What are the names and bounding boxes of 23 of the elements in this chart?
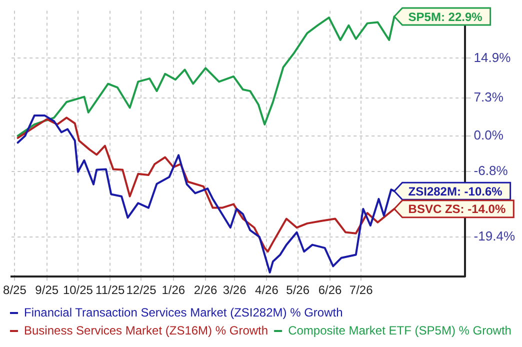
x-tick-label: 10/25 (62, 283, 94, 298)
y-tick-label: -6.8% (474, 162, 508, 178)
legend-label: Business Services Market (ZS16M) % Growth (24, 323, 268, 338)
x-tick-label: 1/26 (162, 283, 186, 298)
y-tick-label: 14.9% (474, 50, 512, 65)
x-tick-label: 6/26 (318, 283, 342, 298)
x-tick-label: 5/26 (286, 283, 310, 298)
x-tick-label: 3/26 (222, 283, 247, 298)
y-tick-label: 0.0% (474, 127, 504, 142)
legend-label: Financial Transaction Services Market (ZSI282M) % Growth (24, 305, 343, 320)
annotation: SP5M: 22.9% (408, 10, 483, 24)
y-tick-label: -19.4% (474, 228, 516, 244)
x-tick-label: 11/25 (96, 283, 126, 298)
x-tick-label: 8/25 (3, 283, 27, 298)
x-tick-label: 7/26 (349, 283, 374, 298)
x-tick-label: 2/26 (194, 283, 218, 298)
annotation: ZSI282M: -10.6% (408, 184, 503, 198)
x-tick-label: 12/25 (126, 283, 157, 298)
legend-label: Composite Market ETF (SP5M) % Growth (288, 323, 512, 338)
annotation: BSVC ZS: -14.0% (408, 202, 506, 216)
x-tick-label: 9/25 (35, 283, 59, 298)
y-tick-label: 7.3% (474, 89, 504, 104)
x-tick-label: 4/26 (255, 283, 279, 298)
